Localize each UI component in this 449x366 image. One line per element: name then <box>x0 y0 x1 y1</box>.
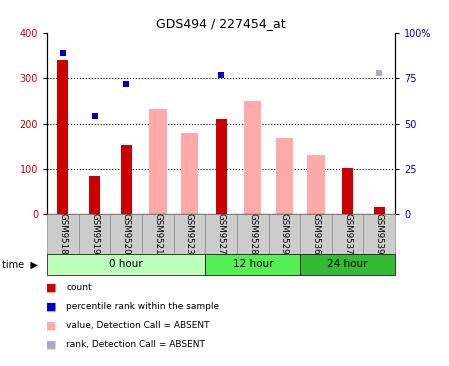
Bar <box>237 214 269 254</box>
Text: GSM9529: GSM9529 <box>280 213 289 255</box>
Text: 24 hour: 24 hour <box>327 259 368 269</box>
Bar <box>57 60 69 214</box>
Bar <box>307 155 325 214</box>
Bar <box>374 207 385 214</box>
Text: GSM9518: GSM9518 <box>58 213 67 255</box>
Bar <box>364 214 395 254</box>
Text: rank, Detection Call = ABSENT: rank, Detection Call = ABSENT <box>66 340 205 349</box>
Bar <box>142 214 174 254</box>
Text: ■: ■ <box>46 301 57 311</box>
Text: ■: ■ <box>46 282 57 292</box>
Text: count: count <box>66 283 92 292</box>
Bar <box>269 214 300 254</box>
Text: 12 hour: 12 hour <box>233 259 273 269</box>
Bar <box>332 214 364 254</box>
Title: GDS494 / 227454_at: GDS494 / 227454_at <box>156 17 286 30</box>
Text: time  ▶: time ▶ <box>2 259 38 270</box>
Bar <box>276 138 293 214</box>
Bar <box>149 109 167 214</box>
Text: GSM9521: GSM9521 <box>154 213 163 255</box>
Bar <box>47 254 205 274</box>
Bar <box>205 254 300 274</box>
Bar <box>89 176 100 214</box>
Bar <box>244 101 261 214</box>
Text: ■: ■ <box>46 320 57 330</box>
Text: GSM9536: GSM9536 <box>312 213 321 255</box>
Text: GSM9537: GSM9537 <box>343 213 352 255</box>
Bar <box>181 132 198 214</box>
Text: GSM9527: GSM9527 <box>216 213 226 255</box>
Text: GSM9519: GSM9519 <box>90 213 99 255</box>
Text: GSM9520: GSM9520 <box>122 213 131 255</box>
Text: ■: ■ <box>46 339 57 350</box>
Text: GSM9528: GSM9528 <box>248 213 257 255</box>
Bar <box>342 168 353 214</box>
Bar <box>110 214 142 254</box>
Bar <box>174 214 205 254</box>
Bar <box>300 254 395 274</box>
Text: GSM9523: GSM9523 <box>185 213 194 255</box>
Text: 0 hour: 0 hour <box>110 259 143 269</box>
Bar <box>300 214 332 254</box>
Bar <box>216 119 227 214</box>
Text: GSM9539: GSM9539 <box>375 213 384 255</box>
Bar <box>205 214 237 254</box>
Text: percentile rank within the sample: percentile rank within the sample <box>66 302 220 311</box>
Bar <box>121 145 132 214</box>
Bar <box>47 214 79 254</box>
Bar <box>79 214 110 254</box>
Text: value, Detection Call = ABSENT: value, Detection Call = ABSENT <box>66 321 210 330</box>
